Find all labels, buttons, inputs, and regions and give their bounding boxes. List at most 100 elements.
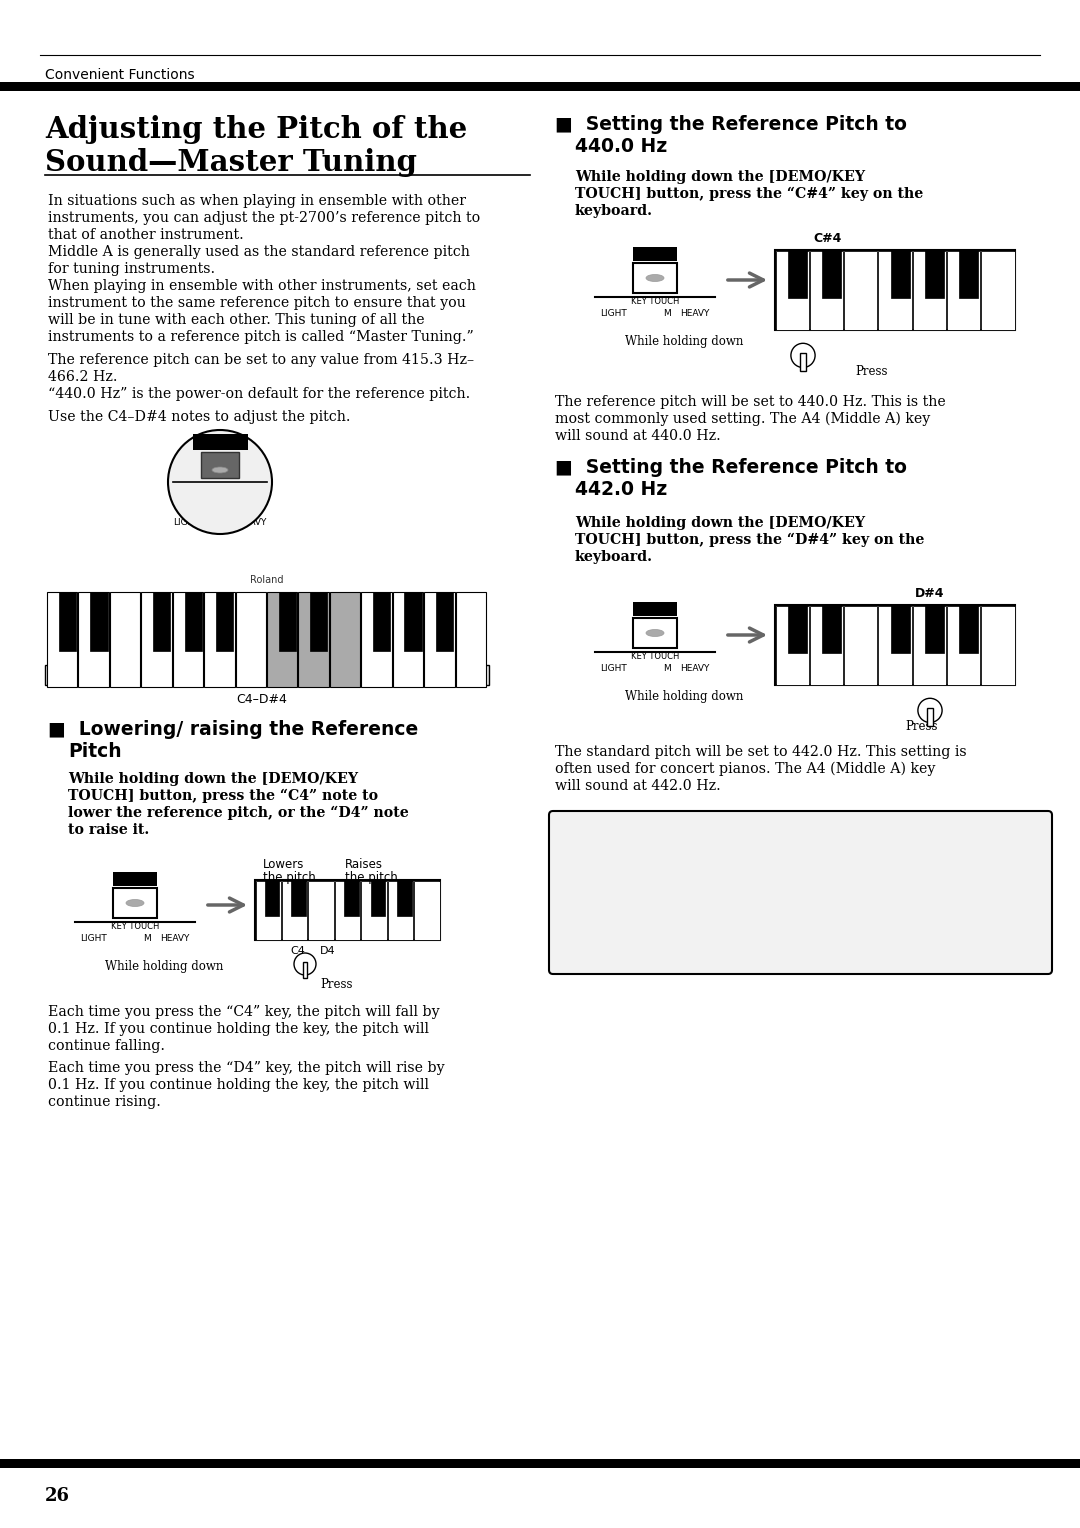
Text: KEY TOUCH: KEY TOUCH: [194, 504, 246, 513]
Bar: [0, 83, 1080, 92]
Bar: [891, 251, 909, 298]
Text: While holding down the [DEMO/KEY: While holding down the [DEMO/KEY: [575, 170, 865, 183]
Bar: [310, 591, 327, 651]
Text: Press: Press: [855, 365, 888, 377]
Bar: [393, 591, 423, 688]
Text: will sound at 440.0 Hz.: will sound at 440.0 Hz.: [555, 429, 720, 443]
Bar: [787, 251, 807, 298]
Bar: [947, 605, 981, 685]
Ellipse shape: [126, 900, 144, 906]
Text: ■  Lowering/ raising the Reference: ■ Lowering/ raising the Reference: [48, 720, 418, 740]
Bar: [775, 605, 1015, 685]
Text: instrument to the same reference pitch to ensure that you: instrument to the same reference pitch t…: [48, 296, 465, 310]
Bar: [787, 605, 807, 652]
Bar: [173, 591, 203, 688]
Text: Each time you press the “D4” key, the pitch will rise by: Each time you press the “D4” key, the pi…: [48, 1060, 445, 1076]
Bar: [298, 591, 328, 688]
Text: Roland: Roland: [251, 575, 284, 585]
Bar: [329, 591, 361, 688]
Bar: [633, 602, 677, 616]
Text: You can hear a reference tone (Middle A) as you adjust: You can hear a reference tone (Middle A)…: [563, 914, 943, 927]
Text: KEY TOUCH: KEY TOUCH: [631, 652, 679, 662]
Bar: [913, 605, 946, 685]
Text: DEMO: DEMO: [201, 439, 239, 448]
Text: Press: Press: [320, 978, 352, 992]
Text: While holding down the [DEMO/KEY: While holding down the [DEMO/KEY: [68, 772, 359, 785]
Bar: [373, 591, 390, 651]
Text: “440.0 Hz” is the power-on default for the reference pitch.: “440.0 Hz” is the power-on default for t…: [48, 387, 470, 400]
Bar: [292, 880, 306, 915]
Text: TOUCH] button, press the “C#4” key on the: TOUCH] button, press the “C#4” key on th…: [575, 186, 923, 202]
Text: KEY TOUCH: KEY TOUCH: [111, 921, 159, 931]
Bar: [810, 251, 843, 330]
Text: LIGHT: LIGHT: [80, 934, 107, 943]
Bar: [633, 248, 677, 261]
Text: the pitch: the pitch: [345, 871, 397, 885]
Bar: [414, 880, 440, 940]
Text: While holding down the [DEMO/KEY: While holding down the [DEMO/KEY: [575, 516, 865, 530]
Text: HEAVY: HEAVY: [680, 309, 710, 318]
Bar: [91, 591, 108, 651]
Text: instruments, you can adjust the pt-2700’s reference pitch to: instruments, you can adjust the pt-2700’…: [48, 211, 481, 225]
Bar: [878, 605, 912, 685]
Bar: [204, 591, 234, 688]
Text: will be in tune with each other. This tuning of all the: will be in tune with each other. This tu…: [48, 313, 424, 327]
Text: 440.0 Hz: 440.0 Hz: [575, 138, 667, 156]
Text: for tuning instruments.: for tuning instruments.: [48, 261, 215, 277]
Bar: [282, 880, 308, 940]
Bar: [947, 251, 981, 330]
Bar: [48, 591, 78, 688]
Bar: [845, 251, 877, 330]
FancyBboxPatch shape: [549, 811, 1052, 973]
Text: C#4: C#4: [813, 232, 841, 244]
Bar: [267, 591, 297, 688]
Text: The reference pitch will be set to 440.0 Hz. This is the: The reference pitch will be set to 440.0…: [555, 396, 946, 410]
Bar: [810, 605, 843, 685]
Text: KEY TOUCH: KEY TOUCH: [631, 296, 679, 306]
Bar: [633, 263, 677, 293]
Text: most commonly used setting. The A4 (Middle A) key: most commonly used setting. The A4 (Midd…: [555, 413, 930, 426]
Bar: [928, 707, 933, 726]
Text: While holding down: While holding down: [105, 960, 224, 973]
Text: instruments to a reference pitch is called “Master Tuning.”: instruments to a reference pitch is call…: [48, 330, 474, 344]
Text: HEAVY: HEAVY: [680, 665, 710, 672]
Bar: [982, 251, 1014, 330]
Bar: [201, 452, 239, 478]
Circle shape: [918, 698, 942, 723]
Text: Convenient Functions: Convenient Functions: [45, 69, 194, 83]
Text: ■  Setting the Reference Pitch to: ■ Setting the Reference Pitch to: [555, 115, 907, 134]
Text: Adjusting the Pitch of the: Adjusting the Pitch of the: [45, 115, 468, 144]
Text: Raises: Raises: [345, 859, 383, 871]
Text: Sound—Master Tuning: Sound—Master Tuning: [45, 148, 417, 177]
Text: While holding down: While holding down: [625, 335, 743, 348]
Text: 26: 26: [45, 1487, 70, 1505]
Bar: [397, 880, 411, 915]
Text: the [SOUND] button, and while continuing to hold: the [SOUND] button, and while continuing…: [563, 882, 912, 895]
Bar: [775, 251, 809, 330]
Bar: [370, 880, 386, 915]
Bar: [959, 605, 978, 652]
Bar: [633, 617, 677, 648]
Bar: [265, 880, 280, 915]
Bar: [216, 591, 233, 651]
Text: 466.2 Hz.: 466.2 Hz.: [48, 370, 118, 384]
Bar: [388, 880, 413, 940]
Bar: [110, 591, 140, 688]
Text: LIGHT: LIGHT: [600, 309, 626, 318]
Bar: [822, 605, 841, 652]
Text: HEAVY: HEAVY: [238, 518, 267, 527]
Text: HEAVY: HEAVY: [160, 934, 189, 943]
Bar: [309, 880, 334, 940]
Bar: [913, 251, 946, 330]
Bar: [424, 591, 455, 688]
Text: C4–D#4: C4–D#4: [237, 694, 287, 706]
Ellipse shape: [646, 275, 664, 281]
Text: Holding down the [DEMO/KEY TOUCH] button, press: Holding down the [DEMO/KEY TOUCH] button…: [563, 865, 935, 879]
Bar: [982, 605, 1014, 685]
Ellipse shape: [646, 630, 664, 637]
Bar: [335, 880, 361, 940]
Bar: [775, 251, 1015, 330]
Text: keyboard.: keyboard.: [575, 205, 653, 219]
Text: adjust the pitch: adjust the pitch: [563, 843, 687, 857]
Text: TOUCH] button, press the “C4” note to: TOUCH] button, press the “C4” note to: [68, 788, 378, 804]
